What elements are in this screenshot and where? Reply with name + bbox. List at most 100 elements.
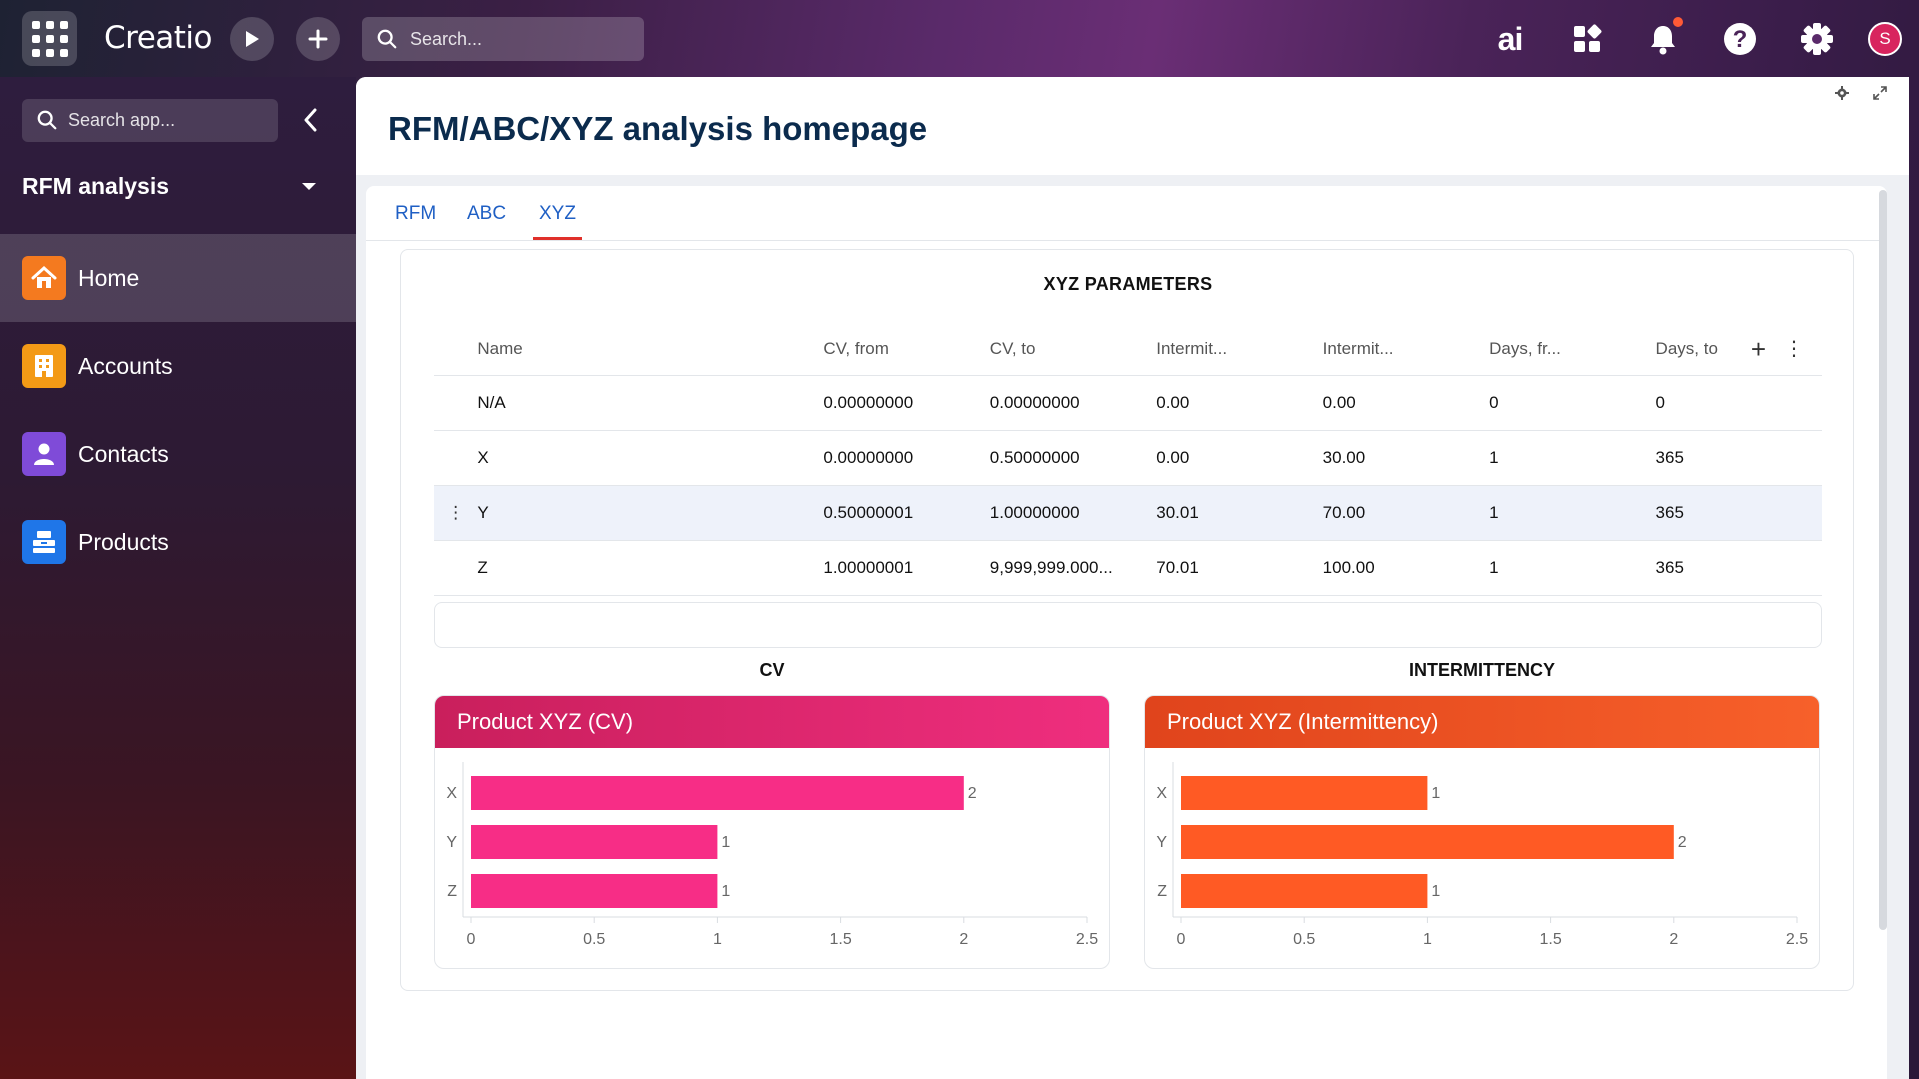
cell-days-from[interactable]: 1 (1489, 430, 1656, 486)
help-button[interactable]: ? (1720, 19, 1760, 59)
app-launcher-button[interactable] (22, 11, 77, 66)
cell-days-from[interactable]: 1 (1489, 540, 1656, 596)
cell-intermittency-to[interactable]: 100.00 (1322, 540, 1490, 596)
sidebar-item-home[interactable]: Home (0, 234, 356, 322)
app-title[interactable]: RFM analysis (22, 173, 169, 199)
user-avatar[interactable]: S (1868, 22, 1902, 56)
app-search[interactable] (22, 99, 278, 142)
sidebar-item-label: Accounts (78, 352, 173, 379)
x-tick-label: 1 (713, 931, 722, 948)
cell-cv-from[interactable]: 0.00000000 (823, 375, 990, 431)
main-area: RFM/ABC/XYZ analysis homepage RFM ABC XY… (356, 77, 1909, 1079)
cell-name[interactable]: Z (477, 540, 824, 596)
bar-value-label: 1 (1431, 883, 1440, 900)
page-header: RFM/ABC/XYZ analysis homepage (356, 77, 1909, 175)
cell-intermittency-from[interactable]: 70.01 (1156, 540, 1323, 596)
table-row[interactable]: Z 1.00000001 9,999,999.000... 70.01 100.… (434, 540, 1822, 596)
x-tick-label: 1.5 (1539, 931, 1561, 948)
cell-cv-to[interactable]: 1.00000000 (989, 485, 1157, 541)
column-header-days-to[interactable]: Days, to (1655, 324, 1742, 376)
cell-name[interactable]: Y (477, 485, 824, 541)
cell-name[interactable]: X (477, 430, 824, 486)
creatio-logo[interactable]: Creatio (104, 20, 213, 56)
collapse-sidebar-icon[interactable] (300, 107, 322, 133)
cell-days-from[interactable]: 0 (1489, 375, 1656, 431)
cv-chart-card[interactable]: Product XYZ (CV) 0 0.5 1 1.5 2 2.5 X 2 Y 1 Z 1 (434, 695, 1110, 969)
add-row-plus-icon[interactable]: + (1750, 334, 1766, 365)
grid-apps-button[interactable] (1567, 19, 1607, 59)
row-kebab-icon[interactable]: ⋮ (434, 485, 478, 541)
content-card: RFM ABC XYZ XYZ PARAMETERS Name CV, from… (366, 186, 1887, 1079)
cell-cv-to[interactable]: 0.50000000 (989, 430, 1157, 486)
chart-title: Product XYZ (Intermittency) (1145, 696, 1819, 748)
y-category-label: Z (1157, 883, 1167, 900)
question-icon: ? (1724, 23, 1756, 55)
table-row[interactable]: X 0.00000000 0.50000000 0.00 30.00 1 365 (434, 430, 1822, 486)
cell-cv-to[interactable]: 0.00000000 (989, 375, 1157, 431)
cell-cv-from[interactable]: 0.50000001 (823, 485, 990, 541)
chart-title: Product XYZ (CV) (435, 696, 1109, 748)
global-search[interactable] (362, 17, 644, 61)
run-process-button[interactable] (230, 17, 274, 61)
sidebar-item-contacts[interactable]: Contacts (0, 410, 356, 498)
column-header-intermittency-from[interactable]: Intermit... (1156, 324, 1323, 376)
cv-bar-chart: 0 0.5 1 1.5 2 2.5 X 2 Y 1 Z 1 (446, 762, 1098, 948)
cell-days-from[interactable]: 1 (1489, 485, 1656, 541)
column-header-days-from[interactable]: Days, fr... (1489, 324, 1656, 376)
svg-text:?: ? (1733, 26, 1748, 53)
cell-intermittency-from[interactable]: 0.00 (1156, 430, 1323, 486)
column-header-cv-from[interactable]: CV, from (823, 324, 990, 376)
cell-days-to[interactable]: 365 (1655, 485, 1742, 541)
xyz-parameters-table: Name CV, from CV, to Intermit... Intermi… (434, 324, 1822, 596)
cell-cv-from[interactable]: 0.00000000 (823, 430, 990, 486)
column-header-intermittency-to[interactable]: Intermit... (1322, 324, 1490, 376)
intermittency-chart-card[interactable]: Product XYZ (Intermittency) 0 0.5 1 1.5 2 2.5… (1144, 695, 1820, 969)
bar-value-label: 2 (1678, 834, 1687, 851)
add-button[interactable] (296, 17, 340, 61)
cell-intermittency-from[interactable]: 0.00 (1156, 375, 1323, 431)
cell-name[interactable]: N/A (477, 375, 824, 431)
tab-abc[interactable]: ABC (467, 203, 507, 224)
x-tick-label: 2 (959, 931, 968, 948)
cell-intermittency-to[interactable]: 0.00 (1322, 375, 1490, 431)
products-icon (22, 520, 66, 564)
page-title: RFM/ABC/XYZ analysis homepage (388, 110, 928, 147)
app-search-input[interactable] (68, 110, 278, 131)
cell-days-to[interactable]: 365 (1655, 430, 1742, 486)
cell-cv-from[interactable]: 1.00000001 (823, 540, 990, 596)
bar (471, 776, 964, 810)
bar-value-label: 1 (721, 834, 730, 851)
empty-container (434, 602, 1822, 648)
column-header-name[interactable]: Name (477, 324, 824, 376)
notification-badge (1673, 17, 1683, 27)
bar (1181, 776, 1428, 810)
tab-xyz[interactable]: XYZ (533, 203, 582, 240)
global-search-input[interactable] (410, 28, 644, 50)
cell-intermittency-from[interactable]: 30.01 (1156, 485, 1323, 541)
sidebar-item-accounts[interactable]: Accounts (0, 322, 356, 410)
cv-chart-heading: CV (759, 660, 785, 680)
cell-days-to[interactable]: 365 (1655, 540, 1742, 596)
table-row[interactable]: ⋮ Y 0.50000001 1.00000000 30.01 70.00 1 … (434, 485, 1822, 541)
column-options-kebab-icon[interactable]: ⋮ (1784, 338, 1804, 361)
row-menu-cell (434, 540, 478, 596)
ai-assistant-button[interactable]: ai (1497, 20, 1524, 57)
x-tick-label: 2.5 (1076, 931, 1098, 948)
cell-intermittency-to[interactable]: 30.00 (1322, 430, 1490, 486)
page-settings-icon[interactable] (1835, 86, 1849, 100)
search-icon (37, 110, 57, 130)
table-row[interactable]: N/A 0.00000000 0.00000000 0.00 0.00 0 0 (434, 375, 1822, 431)
sidebar-item-products[interactable]: Products (0, 498, 356, 586)
scrollbar[interactable] (1879, 190, 1887, 930)
column-header-cv-to[interactable]: CV, to (989, 324, 1157, 376)
tab-rfm[interactable]: RFM (395, 203, 437, 224)
notifications-button[interactable] (1643, 19, 1683, 59)
cell-intermittency-to[interactable]: 70.00 (1322, 485, 1490, 541)
settings-button[interactable] (1797, 19, 1837, 59)
cell-cv-to[interactable]: 9,999,999.000... (989, 540, 1157, 596)
x-tick-label: 0 (467, 931, 476, 948)
chevron-down-icon[interactable] (302, 183, 316, 190)
bar-value-label: 2 (968, 785, 977, 802)
cell-days-to[interactable]: 0 (1655, 375, 1742, 431)
expand-icon[interactable] (1873, 86, 1887, 100)
